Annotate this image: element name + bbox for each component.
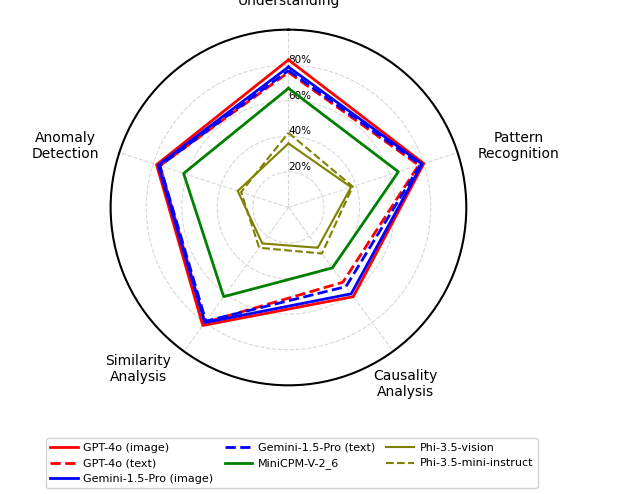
Text: Causality
Analysis: Causality Analysis bbox=[373, 369, 437, 399]
Legend: GPT-4o (image), GPT-4o (text), Gemini-1.5-Pro (image), Gemini-1.5-Pro (text), Mi: GPT-4o (image), GPT-4o (text), Gemini-1.… bbox=[46, 439, 538, 489]
Text: Anomaly
Detection: Anomaly Detection bbox=[32, 131, 99, 161]
Text: Pattern
Recognition: Pattern Recognition bbox=[478, 131, 560, 161]
Text: Similarity
Analysis: Similarity Analysis bbox=[105, 354, 171, 384]
Text: Noise
Understanding: Noise Understanding bbox=[237, 0, 340, 8]
